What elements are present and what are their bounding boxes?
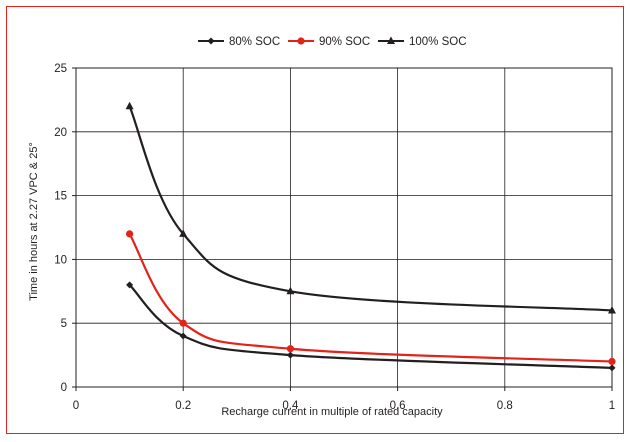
series-line xyxy=(128,284,613,369)
axes xyxy=(72,67,613,391)
legend-label: 100% SOC xyxy=(409,36,467,48)
x-tick-label: 0.8 xyxy=(497,400,513,412)
legend-item: 100% SOC xyxy=(378,36,467,48)
data-point xyxy=(126,281,134,289)
x-tick-label: 0.2 xyxy=(175,400,191,412)
legend-item: 80% SOC xyxy=(198,36,280,48)
data-point xyxy=(179,229,188,237)
data-point xyxy=(608,364,616,372)
y-axis-label: Time in hours at 2.27 VPC & 25° xyxy=(28,142,40,301)
legend-label: 90% SOC xyxy=(319,36,370,48)
series-80-soc xyxy=(126,281,616,372)
x-axis-label: Recharge current in multiple of rated ca… xyxy=(221,406,443,418)
series-90-soc xyxy=(126,230,616,366)
data-point xyxy=(387,36,395,44)
chart-frame: 80% SOC 90% SOC 100% SOC 0 5 10 15 20 25 0 0.2 0.4… xyxy=(6,6,624,434)
y-tick-label: 5 xyxy=(61,318,67,330)
x-tick-label: 0.6 xyxy=(390,400,406,412)
legend-label: 80% SOC xyxy=(229,36,280,48)
series-100-soc xyxy=(125,101,616,314)
legend: 80% SOC 90% SOC 100% SOC xyxy=(198,36,467,48)
plot-border xyxy=(75,67,613,388)
y-tick-label: 20 xyxy=(54,127,67,139)
data-point xyxy=(207,37,215,45)
x-tick-label: 0 xyxy=(73,400,79,412)
series-line xyxy=(128,105,613,312)
data-point xyxy=(286,351,294,359)
series-line xyxy=(128,233,613,363)
grid xyxy=(75,67,613,388)
data-point xyxy=(126,230,134,238)
data-point xyxy=(608,305,616,314)
y-tick-label: 0 xyxy=(61,382,67,394)
data-point xyxy=(286,345,294,353)
data-point xyxy=(125,101,134,110)
tick-labels: 0 5 10 15 20 25 0 0.2 0.4 0.6 0.8 1 xyxy=(54,63,615,412)
data-point xyxy=(179,319,187,327)
series-group xyxy=(125,101,616,372)
y-tick-label: 10 xyxy=(54,254,67,266)
line-chart: 80% SOC 90% SOC 100% SOC 0 5 10 15 20 25 0 0.2 0.4… xyxy=(28,36,616,418)
y-tick-label: 15 xyxy=(54,191,67,203)
data-point xyxy=(297,37,305,45)
data-point xyxy=(608,357,616,366)
x-tick-label: 0.4 xyxy=(282,400,299,412)
x-tick-label: 1 xyxy=(609,400,615,412)
legend-item: 90% SOC xyxy=(288,36,370,48)
data-point xyxy=(179,332,187,340)
y-tick-label: 25 xyxy=(54,63,67,75)
data-point xyxy=(286,286,295,295)
